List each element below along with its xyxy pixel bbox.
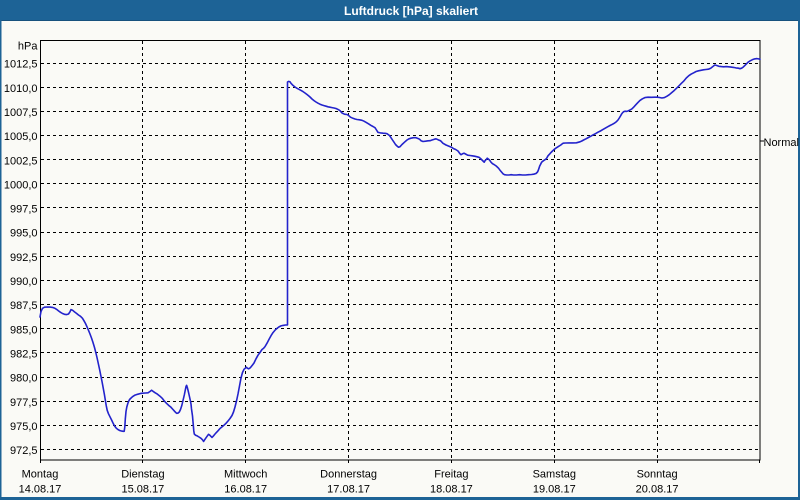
svg-text:1002,5: 1002,5 bbox=[4, 155, 38, 167]
svg-text:977,5: 977,5 bbox=[10, 397, 38, 409]
svg-text:Montag: Montag bbox=[22, 469, 59, 481]
svg-text:972,5: 972,5 bbox=[10, 445, 38, 457]
svg-text:20.08.17: 20.08.17 bbox=[636, 484, 679, 496]
svg-text:Luftdruck [hPa] skaliert: Luftdruck [hPa] skaliert bbox=[344, 4, 478, 18]
svg-text:Dienstag: Dienstag bbox=[121, 469, 164, 481]
svg-text:19.08.17: 19.08.17 bbox=[533, 484, 576, 496]
svg-text:1012,5: 1012,5 bbox=[4, 59, 38, 71]
svg-text:Normal: Normal bbox=[764, 137, 799, 149]
svg-text:1000,0: 1000,0 bbox=[4, 179, 38, 191]
svg-text:995,0: 995,0 bbox=[10, 228, 38, 240]
svg-text:17.08.17: 17.08.17 bbox=[327, 484, 370, 496]
svg-text:14.08.17: 14.08.17 bbox=[19, 484, 62, 496]
svg-text:15.08.17: 15.08.17 bbox=[121, 484, 164, 496]
svg-text:Donnerstag: Donnerstag bbox=[320, 469, 377, 481]
svg-text:980,0: 980,0 bbox=[10, 373, 38, 385]
svg-text:1007,5: 1007,5 bbox=[4, 107, 38, 119]
svg-text:Freitag: Freitag bbox=[434, 469, 468, 481]
svg-text:987,5: 987,5 bbox=[10, 300, 38, 312]
svg-text:992,5: 992,5 bbox=[10, 252, 38, 264]
svg-text:997,5: 997,5 bbox=[10, 204, 38, 216]
svg-text:Samstag: Samstag bbox=[533, 469, 576, 481]
svg-text:990,0: 990,0 bbox=[10, 276, 38, 288]
svg-text:16.08.17: 16.08.17 bbox=[224, 484, 267, 496]
svg-text:Mittwoch: Mittwoch bbox=[224, 469, 267, 481]
svg-text:975,0: 975,0 bbox=[10, 421, 38, 433]
svg-text:18.08.17: 18.08.17 bbox=[430, 484, 473, 496]
svg-text:Sonntag: Sonntag bbox=[637, 469, 678, 481]
svg-text:982,5: 982,5 bbox=[10, 349, 38, 361]
svg-text:1005,0: 1005,0 bbox=[4, 131, 38, 143]
svg-text:985,0: 985,0 bbox=[10, 324, 38, 336]
svg-text:1010,0: 1010,0 bbox=[4, 83, 38, 95]
svg-text:hPa: hPa bbox=[18, 41, 38, 53]
